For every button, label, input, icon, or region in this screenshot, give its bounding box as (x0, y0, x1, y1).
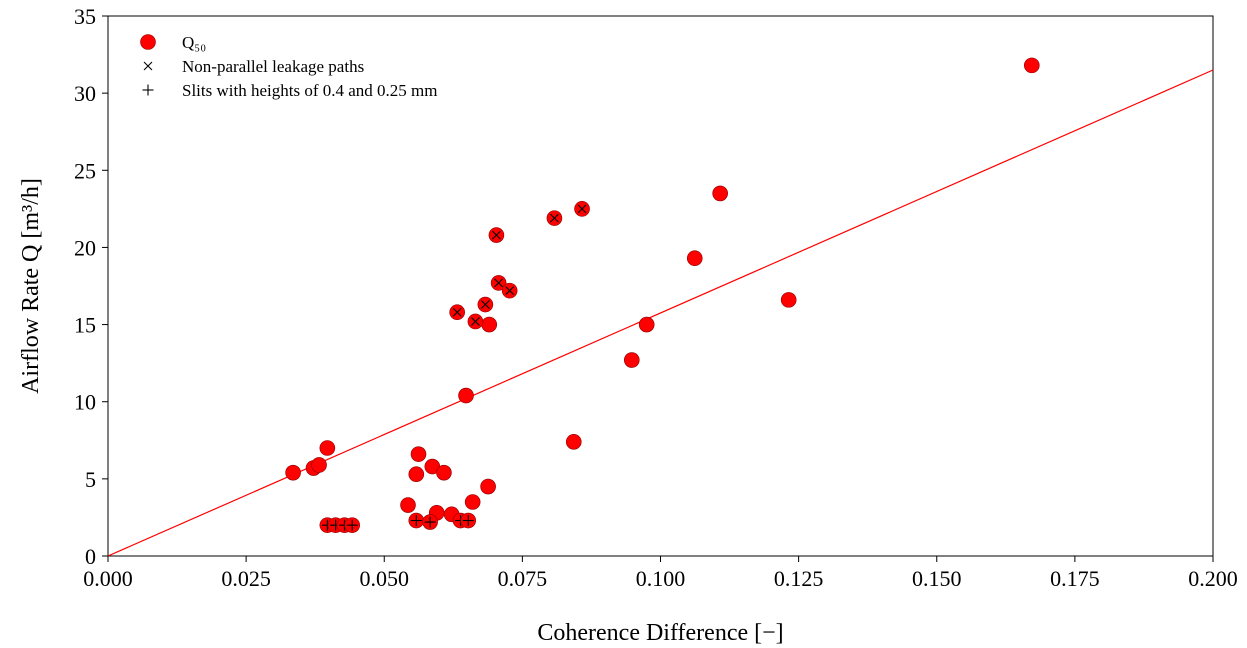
data-point (501, 282, 518, 299)
data-point (488, 227, 505, 243)
data-point (436, 464, 452, 481)
x-tick-label: 0.100 (636, 566, 686, 591)
data-point-circle (780, 292, 797, 308)
x-marker (505, 286, 515, 296)
data-point-circle (436, 464, 452, 481)
x-marker (480, 300, 490, 309)
y-axis-title: Airflow Rate Q [m³/h] (18, 178, 44, 394)
data-point-circle (565, 434, 582, 450)
legend-label: Slits with heights of 0.4 and 0.25 mm (182, 81, 437, 100)
data-point-circle (408, 466, 425, 483)
plus-marker (462, 515, 474, 527)
data-point (408, 512, 425, 529)
data-point-circle (458, 387, 474, 404)
x-marker (471, 317, 480, 326)
legend-plus-marker (142, 84, 154, 96)
x-tick-label: 0.050 (360, 566, 410, 591)
data-point (490, 275, 507, 291)
data-point (477, 296, 494, 313)
data-point-circle (311, 457, 327, 473)
legend-circle-marker (140, 34, 156, 50)
plus-marker (346, 519, 358, 531)
data-point (780, 292, 797, 308)
data-point (574, 201, 590, 217)
data-point-circle (480, 478, 496, 495)
data-point (481, 316, 498, 333)
data-point (422, 514, 438, 530)
data-point (638, 316, 655, 333)
data-point (449, 304, 465, 321)
regression-line (107, 69, 1214, 557)
legend-item: Non-parallel leakage paths (143, 57, 364, 76)
data-point (408, 466, 425, 483)
x-tick-label: 0.125 (774, 566, 824, 591)
data-point (344, 517, 361, 533)
x-marker (577, 204, 587, 214)
data-point (565, 434, 582, 450)
data-point (319, 440, 336, 456)
y-axis: 0 5 10 15 20 25 30 35 (74, 4, 108, 569)
y-tick-label: 35 (74, 4, 96, 29)
y-tick-label: 0 (85, 544, 96, 569)
data-point (285, 464, 301, 481)
data-point (712, 185, 728, 202)
plus-marker (424, 516, 436, 528)
x-tick-label: 0.150 (912, 566, 962, 591)
x-axis: 0.000 0.025 0.050 0.075 0.100 0.125 0.150 0.175… (83, 556, 1238, 591)
data-point-circle (1023, 57, 1040, 74)
data-point-circle (400, 497, 416, 513)
data-point (464, 494, 481, 510)
data-point (458, 387, 474, 404)
data-point (460, 512, 477, 529)
data-point-circle (285, 464, 301, 481)
y-tick-label: 15 (74, 313, 96, 338)
data-point-circle (638, 316, 655, 333)
x-axis-title: Coherence Difference [−] (537, 620, 783, 646)
legend-item: Q₅₀ (140, 33, 206, 52)
data-point-circle (464, 494, 481, 510)
y-tick-label: 25 (74, 158, 96, 183)
data-points-layer (285, 57, 1040, 533)
data-point (467, 313, 484, 330)
x-tick-label: 0.075 (498, 566, 548, 591)
data-point-circle (481, 316, 498, 333)
legend-x-marker (143, 61, 153, 71)
data-point (400, 497, 416, 513)
data-point (1023, 57, 1040, 74)
x-marker (494, 278, 504, 288)
y-tick-label: 20 (74, 235, 96, 260)
legend-item: Slits with heights of 0.4 and 0.25 mm (142, 81, 437, 100)
data-point-circle (712, 185, 728, 202)
data-point-circle (686, 250, 703, 267)
data-point (686, 250, 703, 267)
x-marker (452, 307, 462, 317)
data-point-circle (410, 446, 427, 462)
x-tick-label: 0.025 (221, 566, 271, 591)
legend: Q₅₀ Non-parallel leakage paths Slits with … (140, 33, 437, 100)
y-tick-label: 5 (85, 467, 96, 492)
x-tick-label: 0.200 (1188, 566, 1238, 591)
legend-label: Non-parallel leakage paths (182, 57, 364, 76)
fit-line-layer (107, 69, 1214, 557)
x-tick-label: 0.000 (83, 566, 133, 591)
y-tick-label: 30 (74, 81, 96, 106)
legend-label: Q₅₀ (182, 33, 206, 52)
data-point (623, 352, 640, 368)
data-point (311, 457, 327, 473)
data-point (546, 210, 563, 226)
data-point (410, 446, 427, 462)
data-point-circle (623, 352, 640, 368)
y-tick-label: 10 (74, 390, 96, 415)
data-point (480, 478, 496, 495)
x-marker (492, 230, 501, 240)
x-marker (550, 213, 559, 223)
data-point-circle (319, 440, 336, 456)
plus-marker (410, 515, 422, 527)
x-tick-label: 0.175 (1050, 566, 1100, 591)
